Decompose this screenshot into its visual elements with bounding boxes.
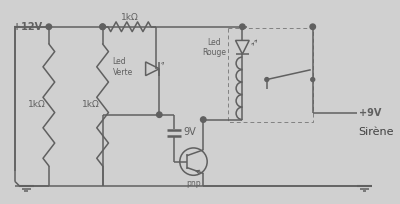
Text: Led
Rouge: Led Rouge — [202, 38, 226, 57]
Circle shape — [156, 112, 162, 118]
Text: Sirène: Sirène — [359, 127, 394, 137]
Text: 1kΩ: 1kΩ — [82, 100, 100, 109]
Circle shape — [200, 117, 206, 122]
Circle shape — [311, 78, 315, 81]
Circle shape — [100, 24, 105, 30]
Text: 9V: 9V — [184, 127, 196, 137]
Text: +12V: +12V — [13, 22, 42, 32]
Circle shape — [265, 78, 269, 81]
Circle shape — [310, 24, 316, 30]
Circle shape — [240, 24, 245, 30]
Circle shape — [100, 24, 105, 30]
Text: +9V: +9V — [359, 108, 381, 118]
Text: pnp: pnp — [186, 179, 201, 188]
Text: 1kΩ: 1kΩ — [121, 13, 138, 22]
Text: Led
Verte: Led Verte — [113, 57, 133, 76]
Text: 1kΩ: 1kΩ — [28, 100, 46, 109]
Bar — [228, 28, 313, 122]
Circle shape — [46, 24, 52, 30]
